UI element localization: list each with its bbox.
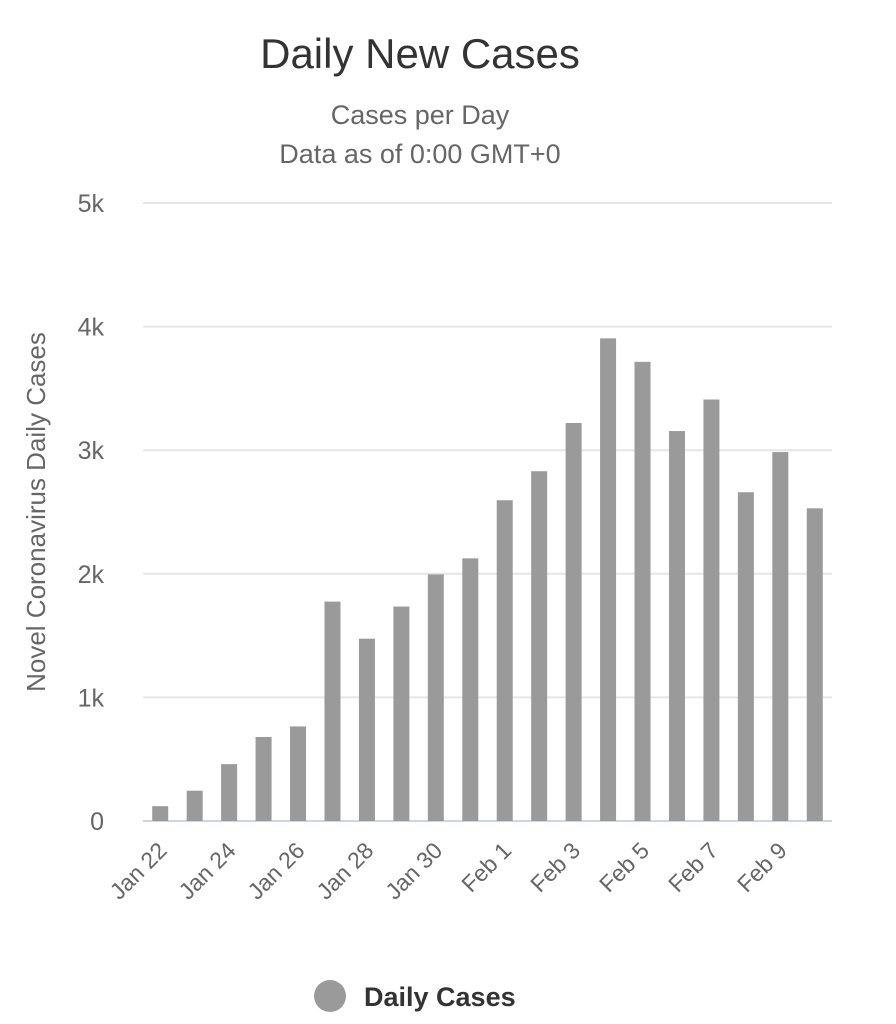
chart-subtitle-date: Data as of 0:00 GMT+0 (279, 139, 560, 169)
bar[interactable] (358, 638, 375, 821)
bar[interactable] (427, 574, 444, 821)
bar[interactable] (531, 471, 548, 821)
bar[interactable] (462, 558, 479, 821)
x-tick-label: Jan 22 (105, 837, 172, 904)
bar[interactable] (565, 423, 582, 821)
bar[interactable] (221, 764, 238, 821)
chart-subtitle: Cases per Day (331, 100, 510, 130)
y-tick-label: 5k (78, 190, 105, 218)
bar[interactable] (703, 399, 720, 821)
bar[interactable] (806, 508, 823, 821)
bar-series (152, 338, 823, 821)
bar[interactable] (600, 338, 617, 821)
x-tick-label: Feb 1 (456, 837, 516, 897)
chart-title: Daily New Cases (260, 30, 580, 77)
bar[interactable] (668, 431, 685, 821)
bar[interactable] (324, 601, 341, 821)
bar[interactable] (290, 726, 307, 821)
bar[interactable] (255, 736, 272, 821)
x-tick-label: Feb 9 (732, 837, 792, 897)
x-tick-label: Jan 26 (242, 837, 309, 904)
y-tick-label: 4k (78, 314, 105, 342)
bar[interactable] (152, 806, 169, 821)
bar[interactable] (393, 606, 410, 821)
legend-marker (314, 980, 346, 1012)
x-axis-ticks: Jan 22 Jan 24 Jan 26 Jan 28 Jan 30 Feb 1 Feb 3… (105, 837, 792, 904)
x-tick-label: Feb 7 (663, 837, 723, 897)
x-tick-label: Feb 3 (525, 837, 585, 897)
x-tick-label: Jan 24 (173, 837, 240, 904)
x-tick-label: Jan 30 (380, 837, 447, 904)
y-tick-label: 2k (78, 561, 105, 589)
bar[interactable] (634, 361, 651, 821)
y-tick-label: 0 (90, 808, 104, 836)
y-tick-label: 1k (78, 684, 105, 712)
legend[interactable]: Daily Cases (314, 980, 516, 1012)
y-tick-label: 3k (78, 437, 105, 465)
bar[interactable] (186, 790, 203, 821)
y-axis-ticks: 0 1k 2k 3k 4k 5k (78, 190, 105, 836)
grid-lines (143, 202, 832, 822)
legend-label: Daily Cases (364, 982, 516, 1012)
bar[interactable] (772, 452, 789, 821)
bar[interactable] (737, 492, 754, 821)
x-tick-label: Feb 5 (594, 837, 654, 897)
x-tick-label: Jan 28 (311, 837, 378, 904)
y-axis-label: Novel Coronavirus Daily Cases (21, 332, 51, 692)
bar[interactable] (496, 500, 513, 821)
